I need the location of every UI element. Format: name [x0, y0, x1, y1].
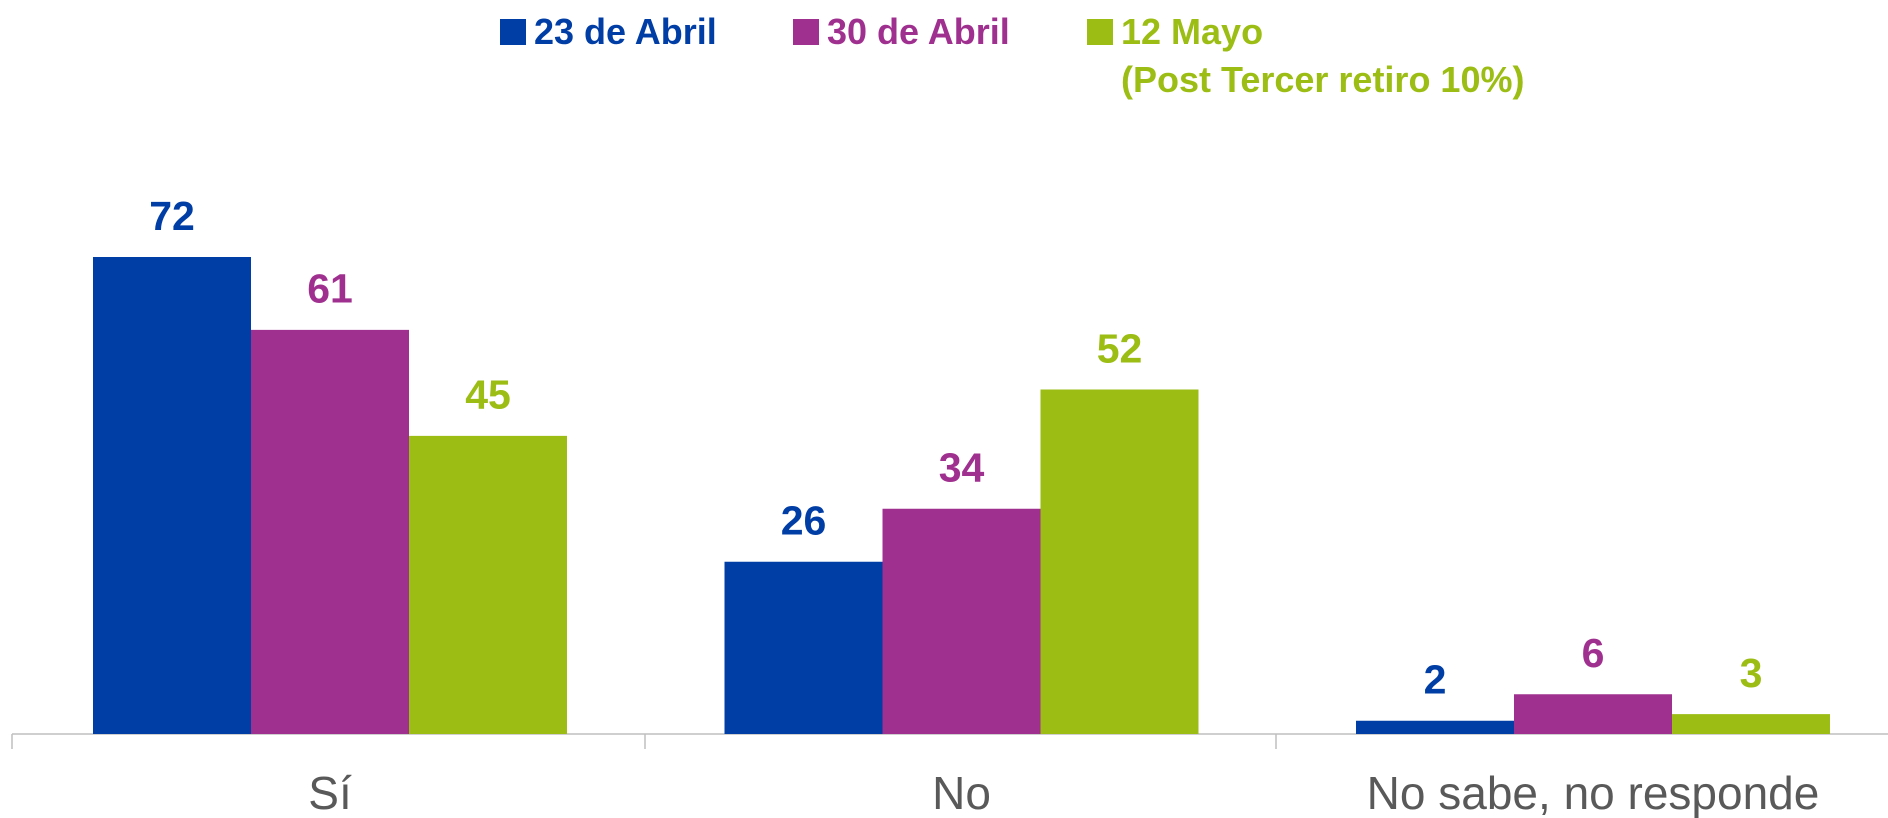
legend-label: 12 Mayo (Post Tercer retiro 10%)	[1121, 11, 1525, 100]
data-label: 2	[1424, 657, 1447, 703]
legend: 23 de Abril 30 de Abril 12 Mayo (Post Terc…	[0, 8, 1888, 108]
data-label: 26	[781, 498, 827, 544]
bar	[1514, 694, 1672, 734]
legend-swatch	[793, 19, 819, 45]
bar	[93, 257, 251, 734]
legend-entry: 23 de Abril	[500, 8, 717, 56]
bar	[251, 329, 409, 734]
bar	[724, 561, 883, 734]
x-tick-label: No sabe, no responde	[1367, 767, 1820, 818]
data-label: 6	[1582, 630, 1605, 676]
bar	[882, 508, 1041, 734]
data-label: 61	[307, 266, 353, 312]
legend-swatch	[500, 19, 526, 45]
legend-label: 23 de Abril	[534, 11, 717, 52]
bar	[1356, 720, 1514, 734]
data-label: 45	[465, 372, 511, 418]
data-label: 34	[939, 445, 985, 491]
legend-entry: 12 Mayo (Post Tercer retiro 10%)	[1087, 8, 1524, 104]
x-tick-label: No	[932, 767, 991, 818]
legend-entry: 30 de Abril	[793, 8, 1010, 56]
x-tick-label: Sí	[308, 767, 352, 818]
legend-label: 30 de Abril	[827, 11, 1010, 52]
bar	[409, 435, 567, 734]
bar	[1672, 714, 1830, 734]
legend-swatch	[1087, 19, 1113, 45]
data-label: 3	[1740, 650, 1763, 696]
data-label: 52	[1097, 325, 1143, 371]
bar	[1040, 389, 1199, 734]
data-label: 72	[149, 193, 195, 239]
